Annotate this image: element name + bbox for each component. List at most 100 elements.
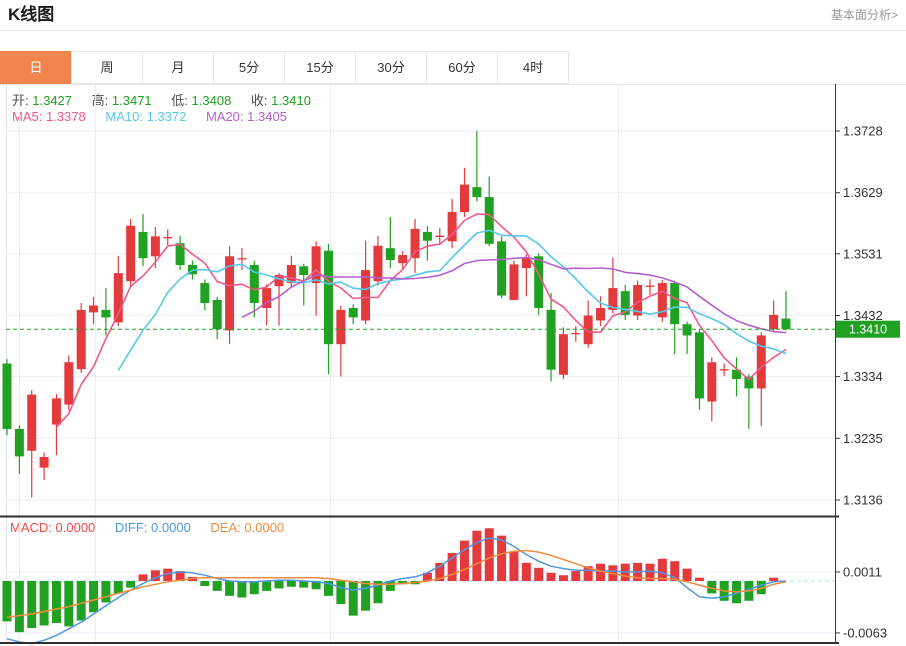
candle[interactable] [27,395,36,451]
macd-hist-bar [547,573,556,581]
candle[interactable] [547,310,556,370]
candle[interactable] [151,236,160,256]
candle[interactable] [720,369,729,370]
macd-hist-bar [3,581,12,621]
macd-hist-bar [349,581,358,616]
tab-period-7[interactable]: 60分 [426,51,498,84]
macd-hist-bar [101,581,110,602]
candle[interactable] [324,251,333,344]
candle[interactable] [200,283,209,303]
candle[interactable] [769,315,778,329]
page-header: K线图 基本面分析> [0,0,906,31]
candle[interactable] [213,300,222,329]
macd-hist-bar [683,569,692,581]
candle[interactable] [77,310,86,369]
macd-hist-bar [89,581,98,612]
macd-hist-bar [571,571,580,581]
candle[interactable] [373,246,382,282]
macd-hist-bar [126,581,135,588]
candle[interactable] [336,310,345,344]
diff-line [7,538,786,644]
candle[interactable] [683,324,692,335]
candle[interactable] [139,232,148,258]
dea-line [7,551,786,618]
candle[interactable] [101,310,110,317]
macd-hist-bar [262,581,271,591]
tab-period-4[interactable]: 5分 [213,51,285,84]
candle[interactable] [312,246,321,283]
candle[interactable] [485,197,494,244]
period-tabs: 日周月5分15分30分60分4时 [0,51,569,84]
candle[interactable] [386,248,395,260]
current-price-badge-label: 1.3410 [849,323,887,337]
axis-label: 1.3629 [843,185,883,200]
macd-hist-bar [64,581,73,626]
candle[interactable] [398,255,407,263]
candle[interactable] [40,457,49,468]
candle[interactable] [64,362,73,404]
candle[interactable] [559,334,568,375]
candle[interactable] [472,187,481,197]
axis-label: -0.0063 [843,625,887,640]
macd-hist-bar [361,581,370,611]
macd-hist-bar [27,581,36,628]
candle[interactable] [782,319,791,330]
macd-hist-bar [695,578,704,581]
page-title: K线图 [8,0,54,30]
candle[interactable] [460,185,469,212]
macd-hist-bar [52,581,61,623]
macd-hist-bar [213,581,222,591]
candle[interactable] [435,236,444,237]
candle[interactable] [596,308,605,320]
macd-hist-bar [237,581,246,597]
tab-period-8[interactable]: 4时 [497,51,569,84]
macd-hist-bar [114,581,123,593]
candle[interactable] [509,264,518,300]
axis-label: 1.3531 [843,246,883,261]
macd-hist-bar [250,581,259,594]
macd-hist-bar [509,551,518,581]
macd-hist-bar [485,528,494,581]
axis-label: 1.3728 [843,124,883,139]
macd-hist-bar [225,581,234,596]
fundamental-analysis-link[interactable]: 基本面分析> [831,0,898,30]
macd-hist-bar [15,581,24,632]
candle[interactable] [423,232,432,241]
candle[interactable] [757,335,766,388]
candle[interactable] [237,258,246,259]
macd-hist-bar [336,581,345,604]
macd-hist-bar [497,536,506,581]
candle[interactable] [299,266,308,275]
candle[interactable] [89,306,98,313]
candle[interactable] [695,332,704,398]
axis-label: 1.3334 [843,369,883,384]
kline-chart[interactable]: 1.37281.36291.35311.34321.33341.32351.31… [0,84,906,646]
macd-hist-bar [287,581,296,587]
macd-hist-bar [658,559,667,581]
candle[interactable] [349,308,358,317]
candle[interactable] [163,237,172,238]
candle[interactable] [3,363,12,428]
tab-period-5[interactable]: 15分 [284,51,356,84]
candle[interactable] [707,362,716,401]
candle[interactable] [645,286,654,287]
candle[interactable] [571,333,580,334]
axis-label: 0.0011 [843,564,882,579]
macd-hist-bar [559,575,568,581]
candle[interactable] [670,283,679,324]
tab-period-6[interactable]: 30分 [355,51,427,84]
tab-period-2[interactable]: 周 [71,51,143,84]
candle[interactable] [52,398,61,424]
tab-period-3[interactable]: 月 [142,51,214,84]
macd-hist-bar [299,581,308,588]
macd-hist-bar [534,568,543,581]
candle[interactable] [15,429,24,456]
macd-hist-bar [275,581,284,588]
tab-period-1[interactable]: 日 [0,51,72,84]
candle[interactable] [126,226,135,281]
axis-label: 1.3235 [843,431,883,446]
candle[interactable] [522,258,531,268]
candle[interactable] [411,229,420,258]
candle[interactable] [497,241,506,295]
macd-hist-bar [472,531,481,581]
